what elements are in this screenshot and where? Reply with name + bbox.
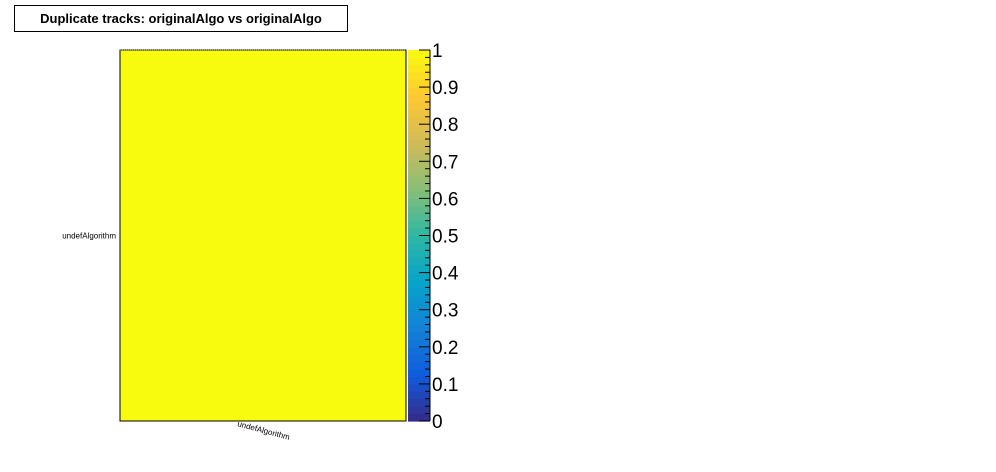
colorbar-band [408, 235, 430, 244]
colorbar-band [408, 161, 430, 170]
colorbar-band [408, 280, 430, 289]
colorbar-band [408, 324, 430, 333]
colorbar-band [408, 302, 430, 311]
colorbar-band [408, 168, 430, 177]
colorbar-band [408, 294, 430, 303]
colorbar-band [408, 242, 430, 251]
colorbar-band [408, 228, 430, 237]
heatmap-cell [120, 50, 406, 421]
colorbar-tick-label: 0.9 [432, 78, 458, 99]
chart-title: Duplicate tracks: originalAlgo vs origin… [14, 5, 348, 32]
colorbar-band [408, 376, 430, 385]
colorbar-tick-label: 0.8 [432, 115, 458, 136]
colorbar-band [408, 406, 430, 415]
colorbar-band [408, 369, 430, 378]
colorbar-band [408, 361, 430, 370]
colorbar-band [408, 413, 430, 422]
colorbar-band [408, 176, 430, 185]
colorbar-band [408, 87, 430, 96]
colorbar-band [408, 383, 430, 392]
colorbar-band [408, 398, 430, 407]
x-category-label: undefAlgorithm [236, 419, 291, 442]
colorbar-band [408, 124, 430, 133]
colorbar-band [408, 72, 430, 81]
colorbar-band [408, 139, 430, 148]
colorbar-band [408, 220, 430, 229]
colorbar-band [408, 391, 430, 400]
colorbar-band [408, 57, 430, 66]
colorbar-band [408, 190, 430, 199]
colorbar-band [408, 183, 430, 192]
colorbar-band [408, 131, 430, 140]
colorbar-band [408, 205, 430, 214]
colorbar-band [408, 287, 430, 296]
colorbar-band [408, 331, 430, 340]
colorbar-tick-label: 0.1 [432, 375, 458, 396]
colorbar-tick-label: 0.7 [432, 152, 458, 173]
colorbar-band [408, 64, 430, 73]
colorbar-band [408, 213, 430, 222]
y-category-label: undefAlgorithm [62, 232, 116, 241]
colorbar-band [408, 109, 430, 118]
colorbar-tick-label: 0.6 [432, 189, 458, 210]
colorbar-band [408, 153, 430, 162]
colorbar-band [408, 146, 430, 155]
plot-area [119, 49, 407, 422]
colorbar-tick-label: 0.5 [432, 227, 458, 248]
colorbar-band [408, 309, 430, 318]
colorbar-band [408, 272, 430, 281]
colorbar-band [408, 317, 430, 326]
colorbar-band [408, 79, 430, 88]
colorbar-tick-label: 0.2 [432, 338, 458, 359]
colorbar-band [408, 354, 430, 363]
colorbar-tick-label: 1 [432, 41, 443, 62]
colorbar-tick-label: 0 [432, 412, 443, 433]
colorbar-band [408, 50, 430, 59]
colorbar-band [408, 339, 430, 348]
colorbar-band [408, 116, 430, 125]
colorbar: 0 0.1 0.2 0.3 0.4 0.5 0.6 0.7 0.8 0.9 1 [408, 41, 459, 433]
colorbar-band [408, 265, 430, 274]
colorbar-band [408, 198, 430, 207]
colorbar-band [408, 346, 430, 355]
colorbar-band [408, 101, 430, 110]
colorbar-tick-label: 0.4 [432, 264, 459, 285]
colorbar-tick-label: 0.3 [432, 301, 458, 322]
colorbar-band [408, 257, 430, 266]
colorbar-band [408, 250, 430, 259]
colorbar-band [408, 94, 430, 103]
